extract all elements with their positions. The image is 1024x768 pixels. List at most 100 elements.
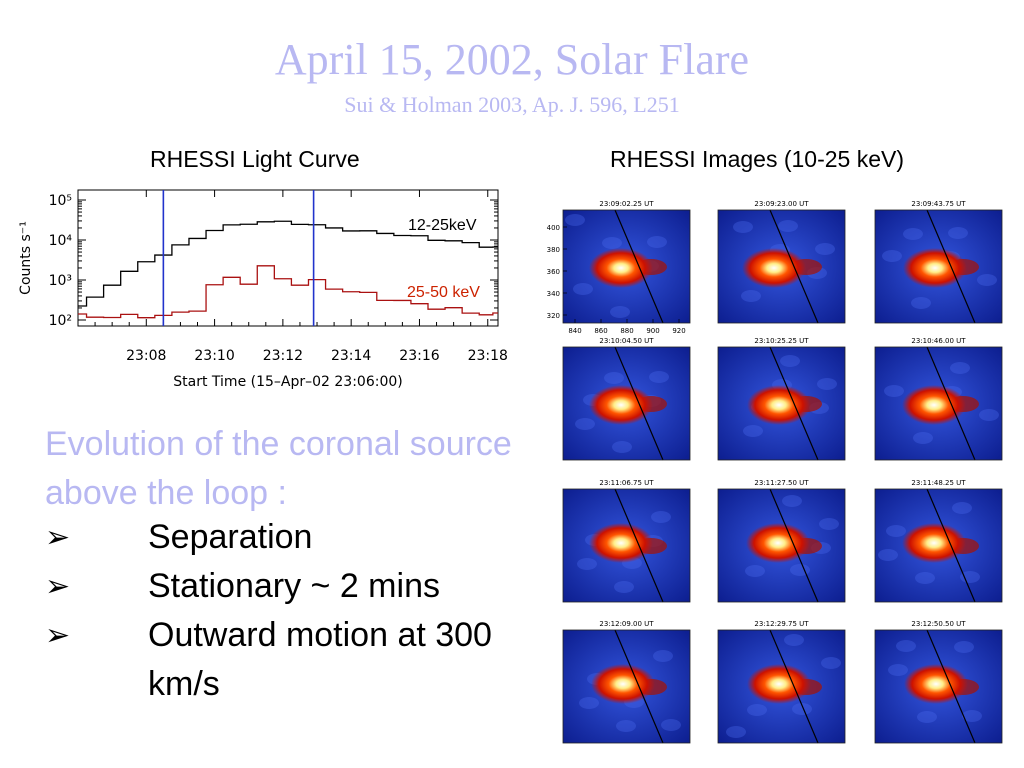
noise-patch — [780, 355, 800, 367]
coronal-source — [589, 523, 653, 563]
rhessi-frame — [874, 488, 1003, 603]
frame-timestamp: 23:11:48.25 UT — [911, 479, 966, 487]
images-heading: RHESSI Images (10-25 keV) — [610, 146, 905, 172]
noise-patch — [616, 720, 636, 732]
noise-patch — [792, 703, 812, 715]
bullet-outward-motion: ➢ Outward motion at 300 km/s — [45, 611, 528, 709]
rhessi-frame — [562, 629, 691, 744]
noise-patch — [573, 283, 593, 295]
solar-limb-line — [926, 346, 976, 461]
noise-patch — [911, 297, 931, 309]
noise-patch — [649, 371, 669, 383]
coronal-source — [902, 523, 966, 563]
frame-border — [562, 629, 691, 744]
noise-patch — [612, 441, 632, 453]
noise-patch — [903, 228, 923, 240]
y-axis-label: Counts s⁻¹ — [18, 221, 34, 295]
coronal-source — [903, 248, 967, 288]
solar-limb-line — [769, 488, 819, 603]
coronal-source — [589, 385, 653, 425]
slide-subtitle: Sui & Holman 2003, Ap. J. 596, L251 — [344, 92, 680, 117]
series-label-25-50kev: 25-50 keV — [407, 284, 480, 301]
noise-patch — [960, 571, 980, 583]
x-tick-label: 23:18 — [468, 348, 508, 364]
solar-limb-line — [926, 488, 976, 603]
noise-patch — [743, 425, 763, 437]
noise-patch — [602, 237, 622, 249]
rhessi-frame — [717, 488, 846, 603]
noise-patch — [726, 726, 746, 738]
noise-patch — [782, 495, 802, 507]
bullet-list: ➢ Separation ➢ Stationary ~ 2 mins ➢ Out… — [45, 513, 528, 709]
frame-x-tick-label: 900 — [646, 327, 659, 335]
frame-timestamp: 23:12:29.75 UT — [754, 620, 809, 628]
noise-patch — [733, 221, 753, 233]
y-tick-label: 10⁴ — [49, 233, 73, 249]
solar-limb-line — [614, 209, 664, 324]
frame-border — [717, 209, 846, 324]
solar-limb-line — [769, 209, 819, 324]
frame-border — [562, 209, 691, 324]
noise-patch — [882, 250, 902, 262]
noise-patch — [821, 657, 841, 669]
frame-y-tick-label: 340 — [547, 290, 560, 298]
noise-patch — [884, 385, 904, 397]
coronal-source — [747, 385, 811, 425]
noise-patch — [962, 710, 982, 722]
y-tick-label: 10⁵ — [49, 193, 72, 209]
noise-patch — [896, 640, 916, 652]
rhessi-frame — [717, 209, 846, 324]
frame-border — [874, 209, 1003, 324]
frame-border — [717, 629, 846, 744]
series-line-12-25kev — [78, 220, 498, 307]
rhessi-frame — [717, 629, 846, 744]
y-tick-label: 10³ — [49, 273, 72, 289]
solar-limb-line — [926, 209, 976, 324]
rhessi-frame — [562, 346, 691, 461]
noise-patch — [610, 306, 630, 318]
noise-patch — [614, 581, 634, 593]
frame-timestamp: 23:09:43.75 UT — [911, 200, 966, 208]
arrow-bullet-icon: ➢ — [45, 619, 71, 652]
frame-x-tick-label: 860 — [594, 327, 607, 335]
noise-patch — [741, 290, 761, 302]
x-tick-label: 23:14 — [331, 348, 371, 364]
x-tick-label: 23:08 — [126, 348, 166, 364]
noise-patch — [948, 227, 968, 239]
bullet-text: Stationary ~ 2 mins — [148, 567, 440, 605]
series-line-25-50kev — [78, 265, 498, 319]
frame-x-tick-label: 880 — [620, 327, 633, 335]
noise-patch — [979, 409, 999, 421]
bullet-separation: ➢ Separation — [45, 513, 528, 562]
noise-patch — [647, 236, 667, 248]
rhessi-frame — [874, 629, 1003, 744]
frame-y-tick-label: 400 — [547, 224, 560, 232]
noise-patch — [815, 243, 835, 255]
noise-patch — [565, 214, 585, 226]
x-tick-label: 23:10 — [194, 348, 234, 364]
frame-y-tick-label: 380 — [547, 246, 560, 254]
coronal-source — [904, 664, 968, 704]
noise-patch — [819, 518, 839, 530]
frame-timestamp: 23:12:50.50 UT — [911, 620, 966, 628]
rhessi-frame — [562, 488, 691, 603]
noise-patch — [653, 650, 673, 662]
slide-title: April 15, 2002, Solar Flare — [274, 35, 750, 84]
coronal-source — [742, 248, 806, 288]
frame-timestamp: 23:11:06.75 UT — [599, 479, 654, 487]
rhessi-frame — [562, 209, 691, 324]
noise-patch — [817, 378, 837, 390]
frame-x-tick-label: 840 — [568, 327, 581, 335]
noise-patch — [577, 558, 597, 570]
frame-border — [717, 488, 846, 603]
frame-timestamp: 23:10:46.00 UT — [911, 337, 966, 345]
light-curve-heading: RHESSI Light Curve — [150, 146, 360, 172]
noise-patch — [790, 564, 810, 576]
noise-patch — [954, 641, 974, 653]
frame-border — [717, 346, 846, 461]
frame-border — [562, 346, 691, 461]
solar-limb-line — [769, 629, 819, 744]
bullet-text: Separation — [148, 518, 313, 556]
noise-patch — [747, 704, 767, 716]
rhessi-frame — [874, 346, 1003, 461]
